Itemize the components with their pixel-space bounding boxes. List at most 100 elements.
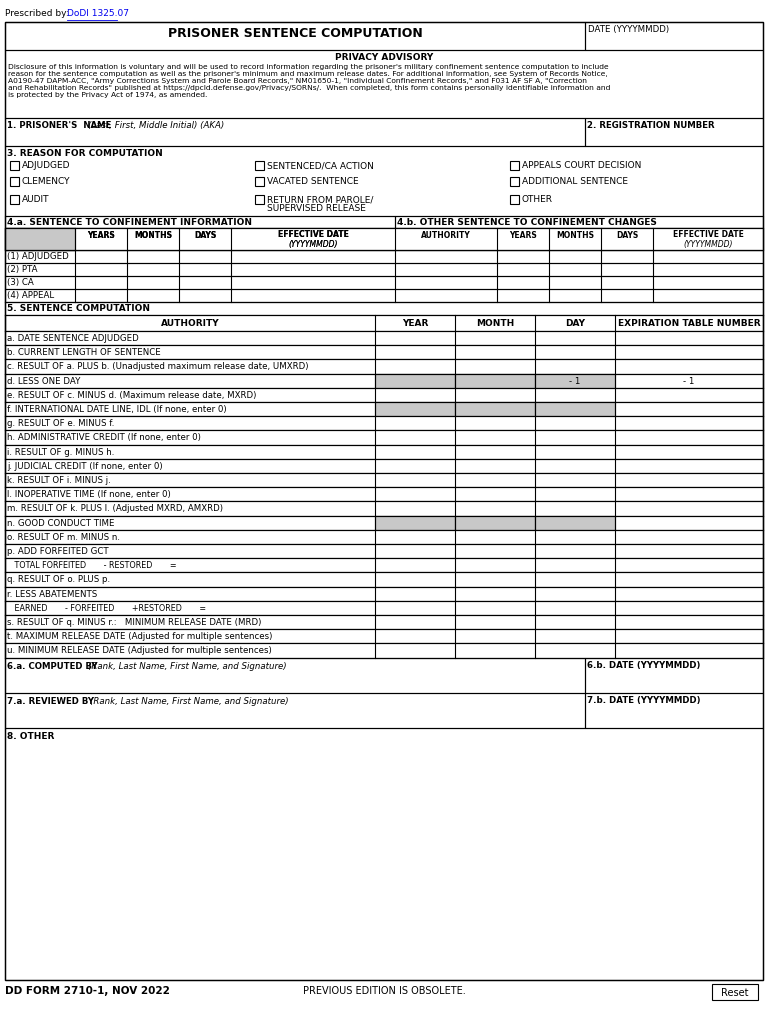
Text: EXPIRATION TABLE NUMBER: EXPIRATION TABLE NUMBER	[617, 319, 760, 328]
Text: MONTH: MONTH	[476, 319, 514, 328]
Bar	[535, 402, 615, 416]
Bar	[535, 516, 615, 530]
Text: YEAR: YEAR	[402, 319, 429, 328]
Bar	[5, 360, 763, 374]
Text: PRIVACY ADVISORY: PRIVACY ADVISORY	[335, 53, 433, 62]
Text: r. LESS ABATEMENTS: r. LESS ABATEMENTS	[7, 590, 98, 599]
Text: EFFECTIVE DATE: EFFECTIVE DATE	[277, 230, 349, 239]
Text: YEARS: YEARS	[87, 231, 115, 239]
Text: 6.a. COMPUTED BY: 6.a. COMPUTED BY	[7, 661, 101, 671]
Text: EFFECTIVE DATE: EFFECTIVE DATE	[277, 230, 349, 239]
Bar	[5, 315, 763, 331]
Bar	[5, 445, 763, 459]
Text: a. DATE SENTENCE ADJUDGED: a. DATE SENTENCE ADJUDGED	[7, 334, 139, 343]
Bar	[5, 302, 763, 315]
Text: (Rank, Last Name, First Name, and Signature): (Rank, Last Name, First Name, and Signat…	[90, 697, 289, 706]
Text: u. MINIMUM RELEASE DATE (Adjusted for multiple sentences): u. MINIMUM RELEASE DATE (Adjusted for mu…	[7, 646, 272, 655]
Text: EFFECTIVE DATE: EFFECTIVE DATE	[673, 230, 743, 239]
Text: ADJUDGED: ADJUDGED	[22, 161, 71, 170]
Bar	[5, 228, 75, 250]
Text: SUPERVISED RELEASE: SUPERVISED RELEASE	[267, 204, 366, 213]
Text: e. RESULT OF c. MINUS d. (Maximum release date, MXRD): e. RESULT OF c. MINUS d. (Maximum releas…	[7, 391, 257, 400]
Bar	[535, 374, 615, 388]
Text: RETURN FROM PAROLE/: RETURN FROM PAROLE/	[267, 194, 373, 204]
Text: (2) PTA: (2) PTA	[7, 265, 38, 274]
Bar	[5, 276, 763, 289]
Text: m. RESULT OF k. PLUS l. (Adjusted MXRD, AMXRD): m. RESULT OF k. PLUS l. (Adjusted MXRD, …	[7, 504, 223, 514]
Text: AUTHORITY: AUTHORITY	[161, 319, 220, 328]
Text: 7.a. REVIEWED BY: 7.a. REVIEWED BY	[7, 697, 97, 706]
Bar	[5, 544, 763, 558]
Text: MONTHS: MONTHS	[556, 231, 594, 239]
Text: ADDITIONAL SENTENCE: ADDITIONAL SENTENCE	[522, 177, 628, 186]
Text: 4.a. SENTENCE TO CONFINEMENT INFORMATION: 4.a. SENTENCE TO CONFINEMENT INFORMATION	[7, 218, 252, 227]
Bar	[5, 587, 763, 601]
Text: c. RESULT OF a. PLUS b. (Unadjusted maximum release date, UMXRD): c. RESULT OF a. PLUS b. (Unadjusted maxi…	[7, 363, 309, 372]
Bar	[5, 473, 763, 487]
Text: 8. OTHER: 8. OTHER	[7, 731, 55, 741]
Bar	[5, 487, 763, 501]
Text: f. INTERNATIONAL DATE LINE, IDL (If none, enter 0): f. INTERNATIONAL DATE LINE, IDL (If none…	[7, 405, 227, 414]
Text: (YYYYMMDD): (YYYYMMDD)	[288, 240, 338, 249]
Bar	[585, 118, 763, 146]
Text: (3) CA: (3) CA	[7, 278, 34, 287]
Bar	[5, 118, 585, 146]
Text: Disclosure of this information is voluntary and will be used to record informati: Disclosure of this information is volunt…	[8, 64, 611, 98]
Text: (4) APPEAL: (4) APPEAL	[7, 291, 54, 300]
Text: EARNED       - FORFEITED       +RESTORED       =: EARNED - FORFEITED +RESTORED =	[7, 604, 206, 613]
Bar	[5, 727, 763, 980]
Text: (1) ADJUDGED: (1) ADJUDGED	[7, 252, 69, 261]
Bar	[5, 643, 763, 657]
Bar	[5, 228, 75, 250]
Bar	[10, 177, 19, 186]
Text: OTHER: OTHER	[522, 194, 553, 204]
Text: (Last, First, Middle Initial) (AKA): (Last, First, Middle Initial) (AKA)	[88, 121, 224, 130]
Text: AUDIT: AUDIT	[22, 194, 49, 204]
Text: n. GOOD CONDUCT TIME: n. GOOD CONDUCT TIME	[7, 519, 114, 528]
Bar	[5, 250, 763, 263]
Bar	[5, 516, 763, 530]
Bar	[5, 459, 763, 473]
Bar	[510, 161, 519, 170]
Bar	[10, 161, 19, 170]
Bar	[255, 194, 264, 204]
Text: DAYS: DAYS	[194, 231, 216, 239]
Text: DATE (YYYYMMDD): DATE (YYYYMMDD)	[588, 25, 669, 34]
Text: (YYYYMMDD): (YYYYMMDD)	[288, 240, 338, 249]
Text: AUTHORITY: AUTHORITY	[421, 231, 471, 239]
Text: g. RESULT OF e. MINUS f.: g. RESULT OF e. MINUS f.	[7, 419, 114, 428]
Text: DAY: DAY	[565, 319, 585, 328]
Text: DAYS: DAYS	[616, 231, 638, 239]
Text: 7.b. DATE (YYYYMMDD): 7.b. DATE (YYYYMMDD)	[587, 696, 700, 705]
Bar	[5, 388, 763, 402]
Text: MONTHS: MONTHS	[134, 231, 172, 239]
Bar	[5, 345, 763, 360]
Text: TOTAL FORFEITED       - RESTORED       =: TOTAL FORFEITED - RESTORED =	[7, 561, 177, 570]
Text: d. LESS ONE DAY: d. LESS ONE DAY	[7, 377, 81, 386]
Text: Reset: Reset	[721, 988, 749, 998]
Text: VACATED SENTENCE: VACATED SENTENCE	[267, 177, 359, 186]
Bar	[5, 601, 763, 615]
Bar	[510, 194, 519, 204]
Bar	[5, 558, 763, 572]
Text: PRISONER SENTENCE COMPUTATION: PRISONER SENTENCE COMPUTATION	[167, 27, 422, 40]
Bar	[5, 50, 763, 118]
Text: 3. REASON FOR COMPUTATION: 3. REASON FOR COMPUTATION	[7, 149, 163, 158]
Bar	[5, 263, 763, 276]
Bar	[255, 161, 264, 170]
Bar	[455, 374, 535, 388]
Text: p. ADD FORFEITED GCT: p. ADD FORFEITED GCT	[7, 547, 108, 556]
Bar	[712, 984, 758, 1000]
Text: Prescribed by:: Prescribed by:	[5, 9, 71, 18]
Text: YEARS: YEARS	[87, 231, 115, 239]
Bar	[255, 177, 264, 186]
Text: b. CURRENT LENGTH OF SENTENCE: b. CURRENT LENGTH OF SENTENCE	[7, 348, 161, 358]
Text: DoDI 1325.07: DoDI 1325.07	[67, 9, 129, 18]
Text: SENTENCED/CA ACTION: SENTENCED/CA ACTION	[267, 161, 374, 170]
Bar	[455, 516, 535, 530]
Text: - 1: - 1	[684, 377, 695, 386]
Bar	[5, 228, 763, 250]
Bar	[585, 22, 763, 50]
Text: t. MAXIMUM RELEASE DATE (Adjusted for multiple sentences): t. MAXIMUM RELEASE DATE (Adjusted for mu…	[7, 632, 273, 641]
Bar	[5, 216, 395, 228]
